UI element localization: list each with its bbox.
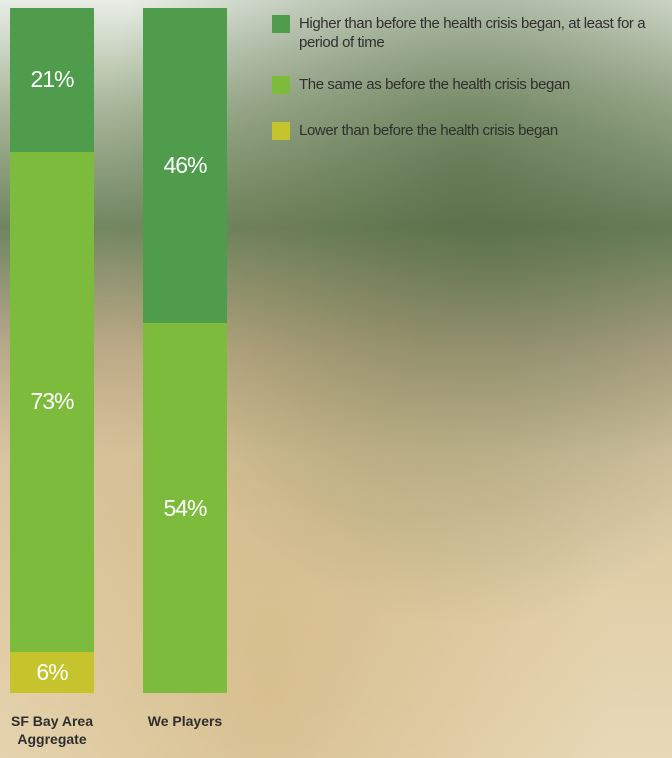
value-label: 6% — [36, 658, 68, 685]
value-label: 46% — [163, 152, 207, 179]
legend-label: Higher than before the health crisis beg… — [299, 15, 646, 51]
value-label: 21% — [30, 66, 74, 93]
legend-item: The same as before the health crisis beg… — [272, 75, 672, 94]
legend-label: Lower than before the health crisis bega… — [299, 122, 558, 139]
legend-item: Higher than before the health crisis beg… — [272, 14, 672, 52]
bar-segment: 54% — [143, 323, 227, 693]
bar-segment: 21% — [10, 8, 94, 152]
legend-swatch — [272, 122, 290, 140]
bar-segment: 6% — [10, 651, 94, 693]
legend-swatch — [272, 15, 290, 33]
legend-item: Lower than before the health crisis bega… — [272, 121, 672, 140]
bar-segment: 46% — [143, 8, 227, 324]
value-label: 73% — [30, 388, 74, 415]
legend-swatch — [272, 76, 290, 94]
value-label: 54% — [163, 494, 207, 521]
bar-segment: 73% — [10, 151, 94, 652]
category-label: We Players — [147, 713, 223, 729]
legend-label: The same as before the health crisis beg… — [299, 76, 570, 93]
category-label: SF Bay Area Aggregate — [11, 713, 93, 747]
